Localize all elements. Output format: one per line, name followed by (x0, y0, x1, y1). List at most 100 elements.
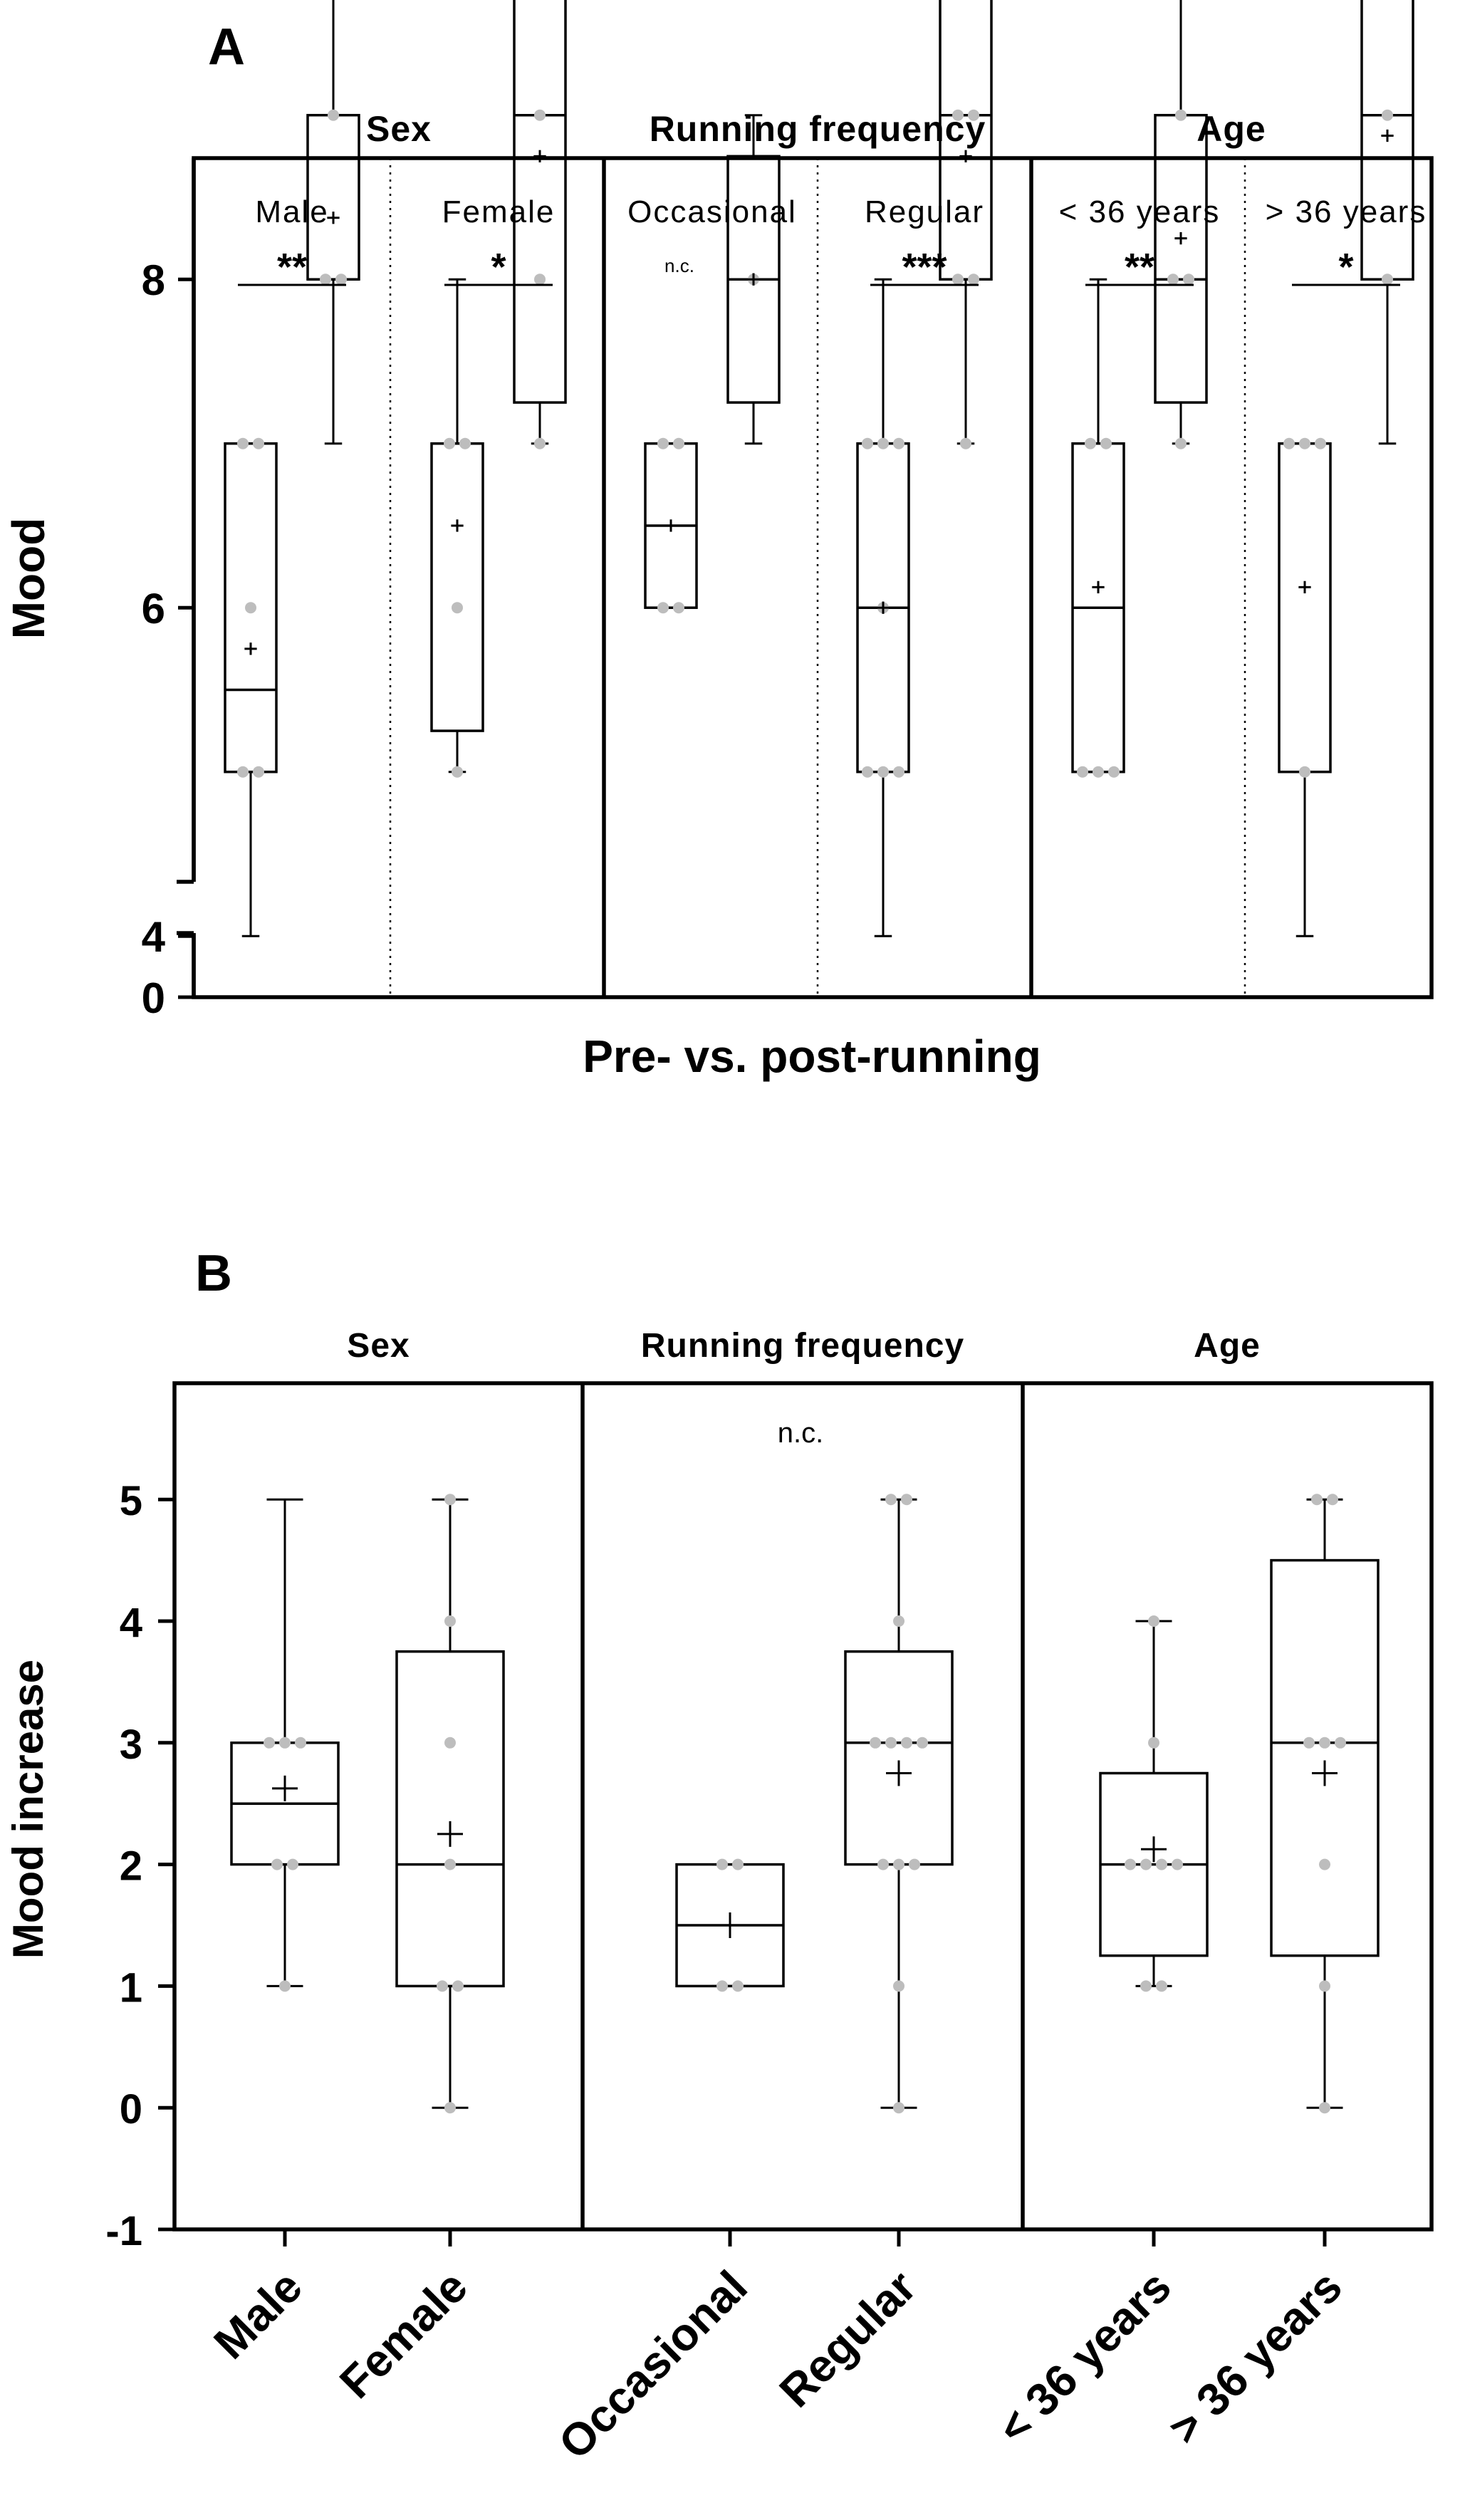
group-title: Age (1194, 1327, 1261, 1365)
box-point (287, 1858, 298, 1870)
box-pre-point (253, 437, 264, 449)
significance-label: n.c. (664, 255, 694, 276)
box-point (893, 1858, 904, 1870)
box-box (395, 1650, 505, 1988)
box-post-point (328, 109, 339, 121)
box-point (444, 1737, 456, 1749)
box-post-point (1175, 437, 1187, 449)
box-pre-point (657, 602, 669, 614)
box-pre-box (224, 442, 278, 774)
box-point (1156, 1858, 1167, 1870)
significance-label: * (1338, 246, 1353, 288)
group-title: Running frequency (650, 109, 986, 149)
box-post-point (952, 274, 964, 286)
group-title: Running frequency (641, 1327, 964, 1365)
panel-label: B (195, 1245, 232, 1302)
box-pre-point (1085, 437, 1096, 449)
significance-label: n.c. (778, 1417, 823, 1449)
y-tick-label: 0 (142, 974, 165, 1022)
y-tick-label: 4 (142, 913, 166, 961)
x-tick-label: < 36 years (988, 2261, 1181, 2454)
box-point (1319, 2102, 1330, 2114)
box-point (279, 1980, 291, 1992)
box-pre-point (452, 602, 463, 614)
plot-frame (172, 1381, 1434, 2232)
y-tick-label: 5 (120, 1478, 142, 1524)
box-point (1311, 1494, 1323, 1506)
y-axis-title: Mood (3, 518, 54, 640)
box-point (716, 1858, 728, 1870)
box-post-point (1175, 109, 1187, 121)
box-point (917, 1737, 928, 1749)
box-pre-point (877, 766, 889, 778)
x-tick-label: Male (204, 2261, 312, 2369)
box-post-point (1167, 274, 1179, 286)
panel-b: B -1 0 1 2 3 4 5 Mood increase Sex Male Female Runni… (4, 1245, 1434, 2469)
box-point (444, 1615, 456, 1627)
box-point (1335, 1737, 1346, 1749)
box-post-point (534, 109, 546, 121)
x-axis-title: Pre- vs. post-running (583, 1031, 1041, 1082)
subgroup-label: Regular (865, 194, 984, 229)
box-post-point (952, 109, 964, 121)
box-post-point (320, 274, 331, 286)
box-pre-point (1108, 766, 1120, 778)
box-point (1140, 1858, 1152, 1870)
box-point (877, 1858, 889, 1870)
box-pre-point (452, 766, 463, 778)
box-pre-point (673, 602, 684, 614)
y-tick-label: -1 (105, 2208, 142, 2254)
box-pre-point (1315, 437, 1326, 449)
x-tick-label: > 36 years (1159, 2261, 1352, 2454)
panel-label: A (208, 19, 245, 76)
box-pre-point (444, 437, 455, 449)
box-post-point (1382, 274, 1393, 286)
box-pre-point (862, 766, 873, 778)
box-point (1125, 1858, 1136, 1870)
box-point (1140, 1980, 1152, 1992)
box-post-point (968, 274, 979, 286)
box-box (1270, 1558, 1380, 1957)
y-tick-label: 4 (120, 1600, 142, 1646)
x-tick-label: Occasional (549, 2261, 757, 2469)
group-title: Sex (366, 109, 432, 149)
subgroup-label: < 36 years (1059, 194, 1221, 229)
box-point (444, 2102, 456, 2114)
significance-label: ** (277, 246, 307, 288)
box-point (1327, 1494, 1338, 1506)
box-pre-point (877, 437, 889, 449)
box-point (893, 1615, 904, 1627)
box-point (452, 1980, 464, 1992)
plot-frame (192, 156, 1434, 999)
box-point (870, 1737, 881, 1749)
box-pre-box (430, 442, 484, 732)
subgroup-label: Female (442, 194, 556, 229)
x-tick-label: Female (330, 2261, 477, 2408)
box-pre-point (893, 766, 904, 778)
box-post-point (335, 274, 347, 286)
y-axis-title: Mood increase (4, 1660, 52, 1959)
box-post-box (513, 0, 567, 404)
x-tick-label: Regular (769, 2261, 925, 2417)
box-pre-point (862, 437, 873, 449)
box-point (732, 1858, 744, 1870)
y-tick-label: 6 (142, 585, 165, 632)
box-pre-point (1093, 766, 1104, 778)
box-point (732, 1980, 744, 1992)
box-pre-point (1299, 437, 1310, 449)
box-point (1303, 1737, 1315, 1749)
panel-a: A046810MoodPre- vs. post-runningSexMale*… (3, 0, 1434, 1082)
subgroup-label: Male (255, 194, 328, 229)
box-point (444, 1858, 456, 1870)
group-title: Sex (347, 1327, 410, 1365)
box-point (893, 1980, 904, 1992)
y-tick-label: 0 (120, 2086, 142, 2133)
box-pre-point (893, 437, 904, 449)
box-point (716, 1980, 728, 1992)
box-point (909, 1858, 920, 1870)
box-pre-point (1299, 766, 1310, 778)
box-point (901, 1737, 912, 1749)
box-pre-point (459, 437, 471, 449)
box-post-point (534, 437, 546, 449)
subgroup-label: > 36 years (1266, 194, 1427, 229)
